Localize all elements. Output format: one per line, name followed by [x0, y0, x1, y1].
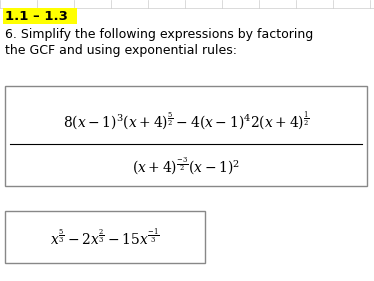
Text: 1.1 – 1.3: 1.1 – 1.3 [5, 10, 68, 22]
Bar [5, 211, 205, 263]
Text: 6. Simplify the following expressions by factoring: 6. Simplify the following expressions by… [5, 28, 313, 41]
Bar [5, 86, 367, 186]
Text: $(x+4)^{\frac{-3}{2}}(x-1)^{2}$: $(x+4)^{\frac{-3}{2}}(x-1)^{2}$ [132, 155, 240, 177]
Text: the GCF and using exponential rules:: the GCF and using exponential rules: [5, 44, 237, 57]
Text: $8(x-1)^{3}(x+4)^{\frac{5}{2}}-4(x-1)^{4}2(x+4)^{\frac{1}{2}}$: $8(x-1)^{3}(x+4)^{\frac{5}{2}}-4(x-1)^{4… [62, 110, 309, 132]
Text: $x^{\frac{5}{3}}-2x^{\frac{2}{3}}-15x^{\frac{-1}{3}}$: $x^{\frac{5}{3}}-2x^{\frac{2}{3}}-15x^{\… [50, 226, 160, 248]
Bar [3, 8, 77, 24]
